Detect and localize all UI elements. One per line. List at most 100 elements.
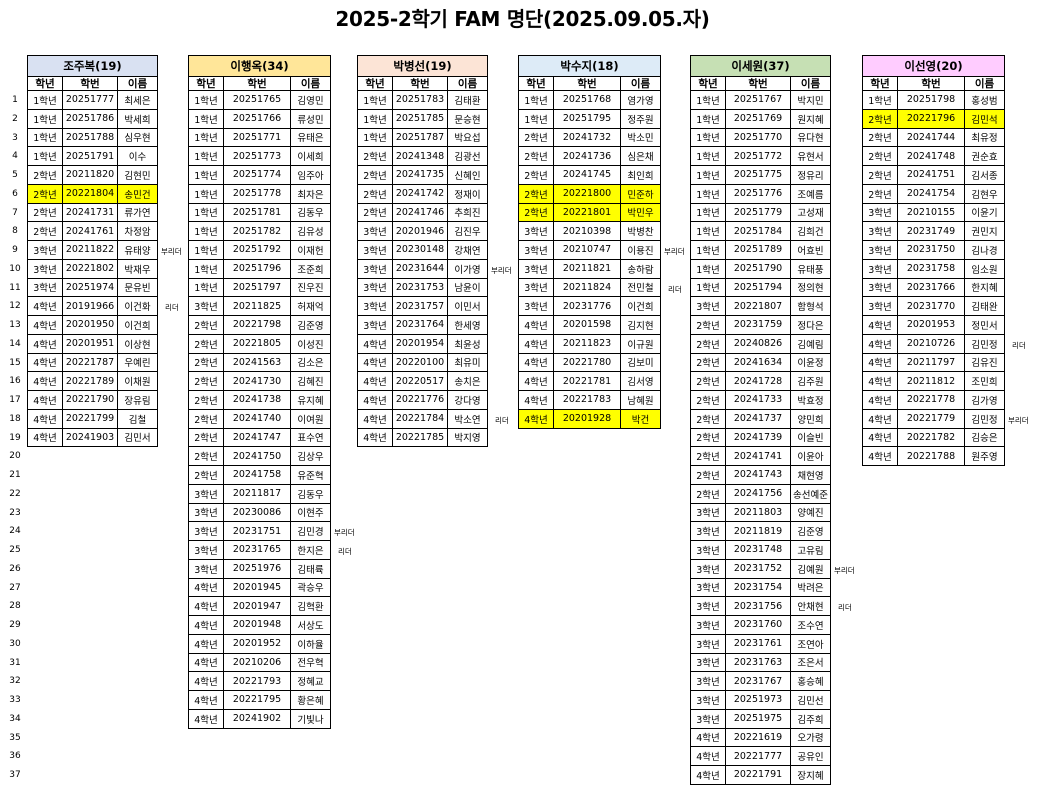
row-number: 11 <box>9 282 21 293</box>
table-row: 1학년 20251790 유태풍 <box>690 258 832 279</box>
grade-cell: 1학년 <box>188 108 224 129</box>
grade-cell: 2학년 <box>690 315 726 335</box>
name-cell: 박소연 <box>446 408 489 429</box>
grade-cell: 3학년 <box>690 615 726 635</box>
student-id-cell: 20251773 <box>223 146 291 166</box>
name-cell: 강채연 <box>446 240 489 260</box>
table-row: 1학년 20251770 유다현 <box>690 127 832 148</box>
student-id-cell: 20251777 <box>62 90 118 110</box>
grade-cell: 2학년 <box>188 315 224 335</box>
name-cell: 함형석 <box>789 296 832 316</box>
name-cell: 문유빈 <box>116 277 159 298</box>
student-id-cell: 20241745 <box>553 165 621 185</box>
grade-cell: 2학년 <box>27 165 63 185</box>
grade-cell: 2학년 <box>862 165 898 185</box>
name-cell: 최유정 <box>963 127 1006 148</box>
student-id-cell: 20201953 <box>897 315 965 335</box>
table-row: 4학년 20221781 김서영 <box>518 371 662 391</box>
grade-cell: 1학년 <box>27 108 63 129</box>
column-header: 학년 <box>518 76 554 91</box>
name-cell: 장지혜 <box>789 765 832 785</box>
table-row: 1학년 20251767 박지민 <box>690 90 832 110</box>
table-row: 3학년 20221807 함형석 <box>690 296 832 316</box>
student-id-cell: 20211797 <box>897 352 965 373</box>
grade-cell: 1학년 <box>690 183 726 204</box>
name-cell: 양민희 <box>789 408 832 429</box>
grade-cell: 4학년 <box>188 708 224 729</box>
grade-cell: 2학년 <box>27 221 63 241</box>
name-cell: 권순효 <box>963 146 1006 166</box>
student-id-cell: 20210726 <box>897 333 965 354</box>
grade-cell: 2학년 <box>188 371 224 391</box>
student-id-cell: 20231764 <box>392 315 448 335</box>
grade-cell: 4학년 <box>518 408 554 429</box>
group-header: 이세원(37) <box>689 55 832 77</box>
student-id-cell: 20251786 <box>62 108 118 129</box>
table-row: 4학년 20201945 곽승우 <box>188 577 332 598</box>
student-id-cell: 20251776 <box>725 183 791 204</box>
table-row: 2학년 20241733 박효정 <box>690 390 832 410</box>
grade-cell: 2학년 <box>188 465 224 485</box>
name-cell: 박지민 <box>789 90 832 110</box>
grade-cell: 4학년 <box>188 671 224 691</box>
student-id-cell: 20231757 <box>392 296 448 316</box>
name-cell: 박재우 <box>116 258 159 279</box>
student-id-cell: 20221782 <box>897 427 965 448</box>
grade-cell: 1학년 <box>690 165 726 185</box>
table-row: 3학년 20231749 권민지 <box>862 221 1006 241</box>
name-cell: 한지은 <box>289 540 332 560</box>
role-note: 리더 <box>495 415 509 425</box>
student-id-cell: 20201928 <box>553 408 621 429</box>
student-id-cell: 20241736 <box>553 146 621 166</box>
table-row: 4학년 20201947 김혁환 <box>188 596 332 616</box>
grade-cell: 3학년 <box>690 633 726 654</box>
name-cell: 차정암 <box>116 221 159 241</box>
name-cell: 권민지 <box>963 221 1006 241</box>
name-cell: 이건희 <box>116 315 159 335</box>
name-cell: 김민정 <box>963 408 1006 429</box>
name-cell: 이용진 <box>619 240 662 260</box>
name-cell: 유태양 <box>116 240 159 260</box>
student-id-cell: 20221799 <box>62 408 118 429</box>
column-header: 학년 <box>188 76 224 91</box>
grade-cell: 3학년 <box>518 240 554 260</box>
row-number: 5 <box>12 170 18 180</box>
row-number: 23 <box>9 507 21 518</box>
name-cell: 정혜교 <box>289 671 332 691</box>
student-id-cell: 20231750 <box>897 240 965 260</box>
table-row: 1학년 20251765 김영민 <box>188 90 332 110</box>
student-id-cell: 20221801 <box>553 202 621 223</box>
name-cell: 허재억 <box>289 296 332 316</box>
grade-cell: 4학년 <box>27 408 63 429</box>
name-cell: 김민석 <box>963 108 1006 129</box>
grade-cell: 3학년 <box>690 652 726 673</box>
name-cell: 정유리 <box>789 165 832 185</box>
name-cell: 이여원 <box>289 408 332 429</box>
grade-cell: 4학년 <box>27 352 63 373</box>
name-cell: 한지혜 <box>963 277 1006 298</box>
grade-cell: 1학년 <box>188 240 224 260</box>
table-row: 2학년 20240826 김예림 <box>690 333 832 354</box>
student-id-cell: 20221804 <box>62 183 118 204</box>
table-row: 2학년 20241750 김상우 <box>188 446 332 466</box>
role-note: 리더 <box>338 547 352 556</box>
name-cell: 조은서 <box>789 652 832 673</box>
name-cell: 심은채 <box>619 146 662 166</box>
table-row: 4학년 20221795 황은혜 <box>188 690 332 710</box>
grade-cell: 3학년 <box>357 258 393 279</box>
grade-cell: 4학년 <box>27 315 63 335</box>
grade-cell: 3학년 <box>188 296 224 316</box>
student-id-cell: 20251785 <box>392 108 448 129</box>
table-row: 2학년 20241731 류가연 <box>27 202 159 223</box>
table-row: 3학년 20231767 홍승혜 <box>690 671 832 691</box>
table-row: 2학년 20211820 김현민 <box>27 165 159 185</box>
name-cell: 최유미 <box>446 352 489 373</box>
student-id-cell: 20251798 <box>897 90 965 110</box>
column-header: 이름 <box>289 76 332 91</box>
student-id-cell: 20221789 <box>62 371 118 391</box>
table-row: 3학년 20230148 강채연 <box>357 240 489 260</box>
grade-cell: 4학년 <box>27 333 63 354</box>
name-cell: 조민희 <box>963 371 1006 391</box>
grade-cell: 4학년 <box>518 352 554 373</box>
name-cell: 김주희 <box>789 708 832 729</box>
